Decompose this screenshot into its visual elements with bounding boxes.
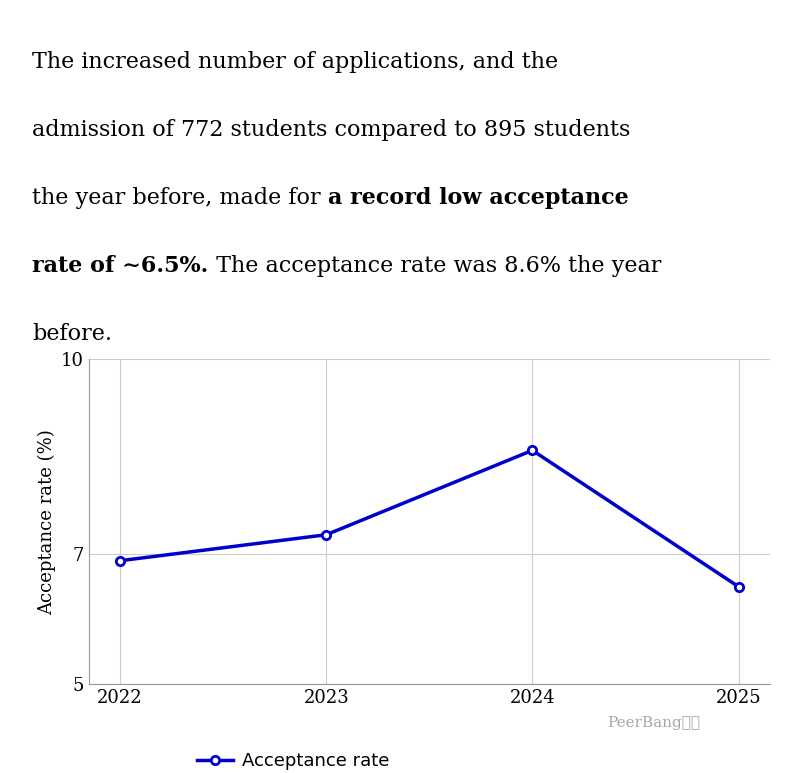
Text: before.: before. [32, 323, 113, 346]
Legend: Acceptance rate: Acceptance rate [190, 745, 397, 773]
Text: The increased number of applications, and the: The increased number of applications, an… [32, 50, 559, 73]
Text: the year before, made for: the year before, made for [32, 187, 328, 209]
Y-axis label: Acceptance rate (%): Acceptance rate (%) [37, 429, 56, 615]
Text: a record low acceptance: a record low acceptance [328, 187, 629, 209]
Text: PeerBang留学: PeerBang留学 [608, 717, 701, 730]
Text: admission of 772 students compared to 895 students: admission of 772 students compared to 89… [32, 119, 631, 141]
Text: The acceptance rate was 8.6% the year: The acceptance rate was 8.6% the year [209, 255, 661, 277]
Text: rate of ∼6.5%.: rate of ∼6.5%. [32, 255, 209, 277]
